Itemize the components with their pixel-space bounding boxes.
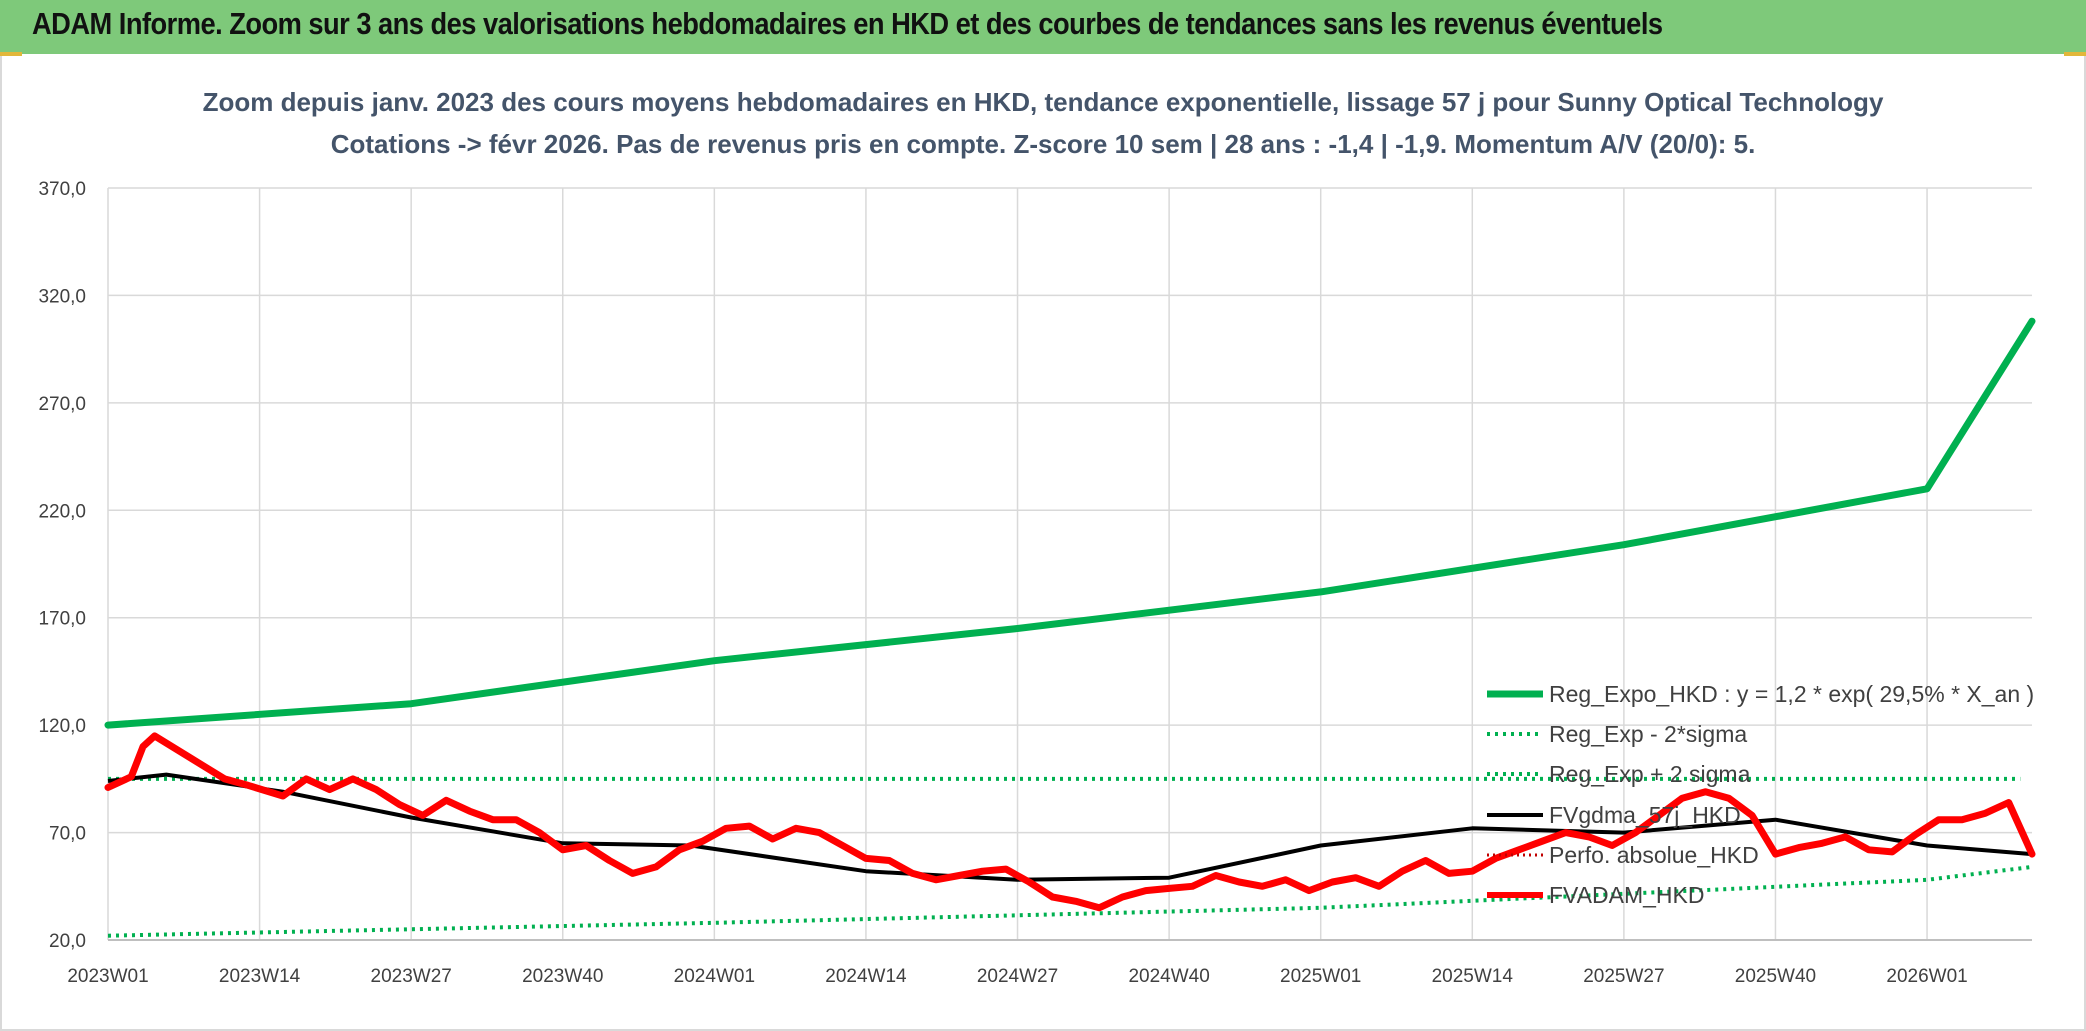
chart-subtitle-line1: Zoom depuis janv. 2023 des cours moyens … <box>203 87 1884 117</box>
y-tick-label: 270,0 <box>38 394 86 415</box>
series-line-fvadam-hkd <box>104 732 2036 912</box>
legend-label-perfo: Perfo. absolue_HKD <box>1549 842 1759 868</box>
x-tick-label: 2023W14 <box>219 966 301 987</box>
legend-label-plus-sigma: Reg_Exp + 2 sigma <box>1549 761 1751 787</box>
y-tick-label: 220,0 <box>38 501 86 522</box>
x-tick-label: 2025W14 <box>1432 966 1514 987</box>
legend-label-minus-sigma: Reg_Exp - 2*sigma <box>1549 721 1747 747</box>
x-tick-label: 2024W27 <box>977 966 1058 987</box>
y-axis: 20,0 70,0 120,0 170,0 220,0 270,0 320,0 370,0 <box>38 179 86 952</box>
gridlines <box>107 187 2032 941</box>
series-group <box>104 317 2036 938</box>
x-tick-label: 2026W01 <box>1886 966 1967 987</box>
y-tick-label: 120,0 <box>38 716 86 737</box>
x-tick-label: 2024W14 <box>825 966 907 987</box>
x-tick-label: 2024W40 <box>1128 966 1209 987</box>
x-tick-label: 2023W40 <box>522 966 603 987</box>
y-tick-label: 370,0 <box>38 179 86 200</box>
x-tick-label: 2023W27 <box>371 966 452 987</box>
legend-label-reg-expo: Reg_Expo_HKD : y = 1,2 * exp( 29,5% * X_… <box>1549 681 2034 707</box>
y-tick-label: 170,0 <box>38 609 86 630</box>
x-tick-label: 2023W01 <box>67 966 148 987</box>
report-banner: ADAM Informe. Zoom sur 3 ans des valoris… <box>0 0 2086 56</box>
x-tick-label: 2024W01 <box>674 966 755 987</box>
legend-label-fvadam: FVADAM_HKD <box>1549 882 1705 908</box>
x-tick-label: 2025W40 <box>1735 966 1816 987</box>
x-tick-label: 2025W01 <box>1280 966 1361 987</box>
x-tick-label: 2025W27 <box>1583 966 1664 987</box>
legend-label-fvgdma: FVgdma_57j_HKD <box>1549 802 1741 828</box>
y-tick-label: 320,0 <box>38 286 86 307</box>
series-line-reg-expo-hkd <box>104 317 2036 729</box>
banner-title: ADAM Informe. Zoom sur 3 ans des valoris… <box>32 6 1663 41</box>
legend: Reg_Expo_HKD : y = 1,2 * exp( 29,5% * X_… <box>1487 681 2034 908</box>
x-axis: 2023W01 2023W14 2023W27 2023W40 2024W01 2024W… <box>67 966 1967 987</box>
y-tick-label: 20,0 <box>49 931 86 952</box>
series-line-fvgdma-57j-hkd <box>107 772 2033 882</box>
banner-accent-right <box>2064 52 2086 56</box>
chart-subtitle-line2: Cotations -> févr 2026. Pas de revenus p… <box>331 129 1756 159</box>
y-tick-label: 70,0 <box>49 824 86 845</box>
banner-accent-left <box>0 52 22 56</box>
